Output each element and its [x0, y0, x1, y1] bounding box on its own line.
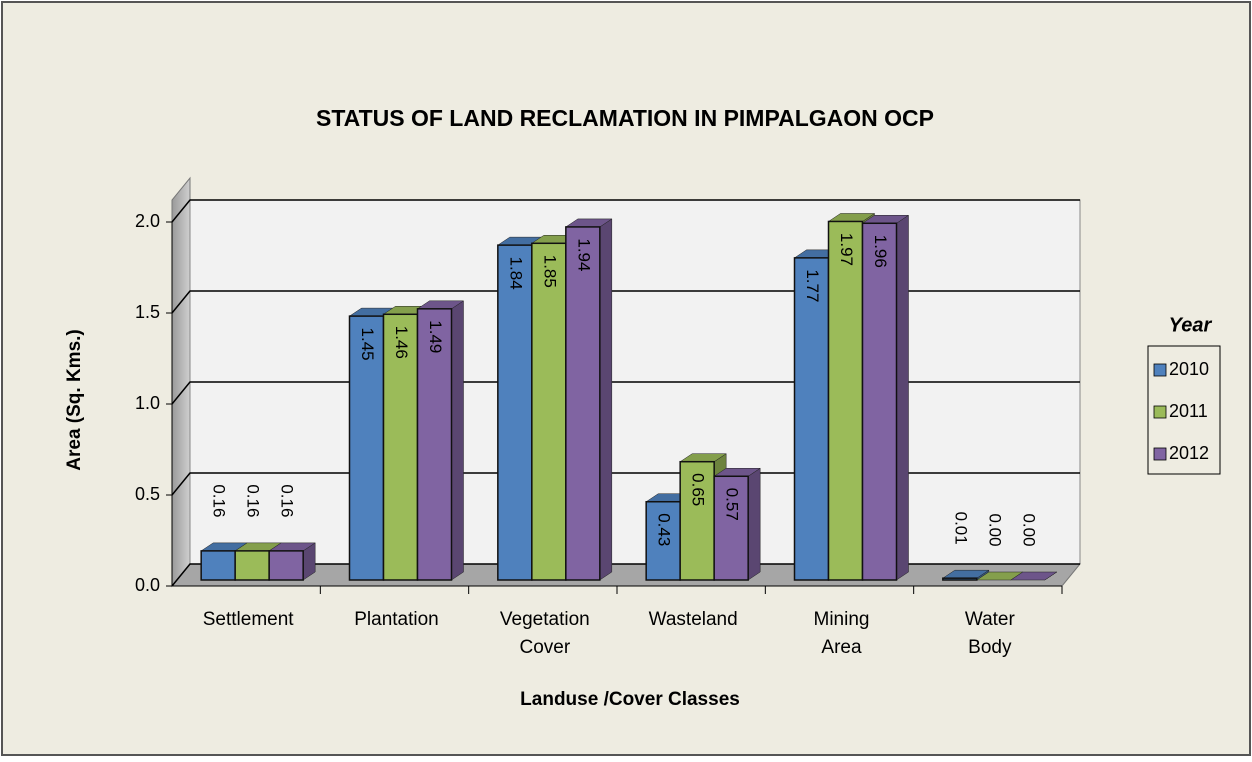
data-label: 0.43 — [655, 513, 674, 546]
grid-line — [171, 563, 1080, 587]
bar — [531, 242, 567, 581]
x-axis-label: Landuse /Cover Classes — [520, 689, 740, 710]
grid-line — [171, 199, 1080, 223]
bar-side — [599, 218, 613, 581]
chart-title: STATUS OF LAND RECLAMATION IN PIMPALGAON… — [316, 105, 934, 131]
grid-line — [171, 290, 1080, 314]
bar — [416, 308, 453, 581]
data-label: 0.16 — [244, 484, 263, 517]
data-label: 0.16 — [210, 484, 229, 517]
bar — [497, 244, 533, 581]
bar — [348, 315, 385, 581]
y-tick-label: 0.5 — [135, 484, 160, 504]
bar — [565, 226, 601, 581]
data-label: 1.45 — [358, 328, 377, 361]
data-label: 1.97 — [837, 233, 856, 266]
data-label: 1.77 — [803, 269, 822, 302]
legend-swatch — [1153, 405, 1167, 419]
bar-side — [896, 214, 909, 581]
legend: Year 2010 2011 2012 — [1147, 314, 1221, 475]
x-tick-label: Mining Area — [814, 609, 870, 658]
y-tick-label: 1.5 — [135, 302, 160, 322]
data-label: 0.01 — [951, 512, 970, 545]
data-label: 1.84 — [506, 257, 525, 290]
bar-side — [747, 467, 761, 581]
data-label: 1.94 — [574, 238, 593, 271]
data-label: 1.85 — [540, 255, 559, 288]
plot-area: 0.0 0.5 1.0 1.5 2.0 Settlement 0.16 0.16 0.16 Pla… — [135, 176, 1082, 658]
bar — [234, 550, 270, 581]
data-label: 0.00 — [985, 513, 1004, 546]
data-label: 0.16 — [278, 484, 297, 517]
bar — [942, 577, 978, 581]
data-label: 0.00 — [1019, 513, 1038, 546]
bar — [827, 220, 864, 581]
bar — [793, 257, 830, 581]
bar — [645, 500, 681, 581]
bar — [713, 475, 749, 581]
x-tick-label: Water Body — [965, 609, 1016, 658]
bar-top — [1010, 571, 1058, 581]
grid-line — [171, 381, 1080, 405]
bar — [200, 550, 236, 581]
side-wall — [171, 176, 191, 588]
bar — [268, 550, 304, 581]
legend-label: 2011 — [1169, 401, 1208, 421]
bar — [382, 313, 419, 581]
y-axis-label: Area (Sq. Kms.) — [64, 329, 85, 470]
y-tick-label: 2.0 — [135, 211, 160, 231]
data-label: 1.49 — [426, 320, 445, 353]
bar — [861, 222, 898, 581]
legend-swatch — [1153, 363, 1167, 377]
bar — [679, 460, 715, 581]
y-tick-label: 0.0 — [135, 575, 160, 595]
legend-label: 2012 — [1169, 443, 1209, 463]
data-label: 1.46 — [392, 326, 411, 359]
data-label: 0.57 — [723, 488, 742, 521]
bar-side — [451, 300, 464, 581]
x-tick-label: Settlement — [203, 609, 295, 630]
x-tick-label: Plantation — [354, 609, 439, 630]
data-label: 0.65 — [689, 473, 708, 506]
legend-title: Year — [1169, 314, 1213, 336]
legend-swatch — [1153, 447, 1167, 461]
grid-line — [171, 472, 1080, 496]
x-tick-label: Wasteland — [649, 609, 738, 630]
y-tick-label: 1.0 — [135, 393, 160, 413]
data-label: 1.96 — [871, 235, 890, 268]
x-tick-label: Vegetation Cover — [500, 609, 590, 658]
legend-label: 2010 — [1169, 359, 1209, 379]
